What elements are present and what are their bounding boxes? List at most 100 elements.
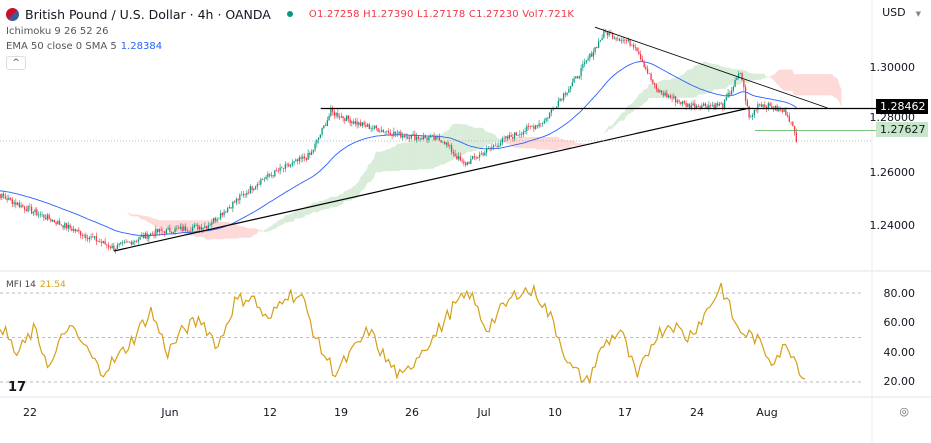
candle-body bbox=[72, 229, 75, 231]
candle-body bbox=[769, 103, 771, 107]
candle-body bbox=[307, 153, 309, 160]
ichimoku-cloud-segment bbox=[536, 136, 539, 150]
candle-body bbox=[60, 224, 62, 226]
ichimoku-cloud-segment bbox=[605, 128, 607, 133]
ichimoku-cloud-segment bbox=[491, 132, 494, 144]
candle-body bbox=[407, 136, 409, 139]
candle-body bbox=[699, 106, 701, 109]
candle-body bbox=[218, 218, 220, 220]
ichimoku-cloud-segment bbox=[267, 226, 270, 232]
ichimoku-legend[interactable]: Ichimoku 9 26 52 26 bbox=[6, 26, 109, 37]
ichimoku-cloud-segment bbox=[249, 228, 252, 238]
candle-body bbox=[659, 90, 661, 93]
ichimoku-cloud-segment bbox=[717, 64, 719, 90]
ichimoku-cloud-segment bbox=[407, 142, 410, 171]
ichimoku-cloud-segment bbox=[351, 186, 354, 201]
ichimoku-cloud-segment bbox=[134, 214, 137, 217]
ichimoku-cloud-segment bbox=[783, 69, 786, 91]
candle-body bbox=[744, 87, 747, 101]
candle-body bbox=[449, 145, 451, 146]
candle-body bbox=[363, 122, 365, 125]
candle-body bbox=[673, 96, 675, 99]
candle-body bbox=[722, 103, 724, 108]
candle-body bbox=[676, 100, 678, 103]
candle-body bbox=[233, 201, 236, 203]
candle-body bbox=[183, 226, 185, 231]
settings-icon[interactable]: ◎ bbox=[899, 405, 909, 418]
ichimoku-cloud-segment bbox=[668, 79, 670, 98]
candle-body bbox=[50, 219, 52, 222]
ichimoku-cloud-segment bbox=[319, 200, 322, 211]
ichimoku-cloud-segment bbox=[293, 209, 296, 222]
candle-body bbox=[592, 51, 594, 57]
candle-body bbox=[244, 193, 246, 195]
candle-body bbox=[520, 134, 523, 135]
candle-body bbox=[750, 116, 752, 118]
ichimoku-cloud-segment bbox=[699, 62, 702, 95]
ichimoku-cloud-segment bbox=[398, 143, 401, 172]
tradingview-logo[interactable]: 17 bbox=[8, 380, 27, 395]
candle-body bbox=[186, 230, 188, 232]
ema-legend[interactable]: EMA 50 close 0 SMA 5 1.28384 bbox=[6, 41, 574, 52]
ichimoku-cloud-segment bbox=[342, 191, 345, 205]
candle-body bbox=[198, 226, 201, 230]
candle-body bbox=[277, 170, 279, 172]
ichimoku-cloud-segment bbox=[603, 131, 606, 134]
ichimoku-cloud-segment bbox=[837, 79, 840, 103]
candle-body bbox=[303, 156, 306, 159]
candle-body bbox=[253, 188, 255, 191]
candle-body bbox=[533, 126, 535, 129]
mfi-axis-label: 60.00 bbox=[883, 316, 916, 329]
ichimoku-cloud-segment bbox=[279, 218, 282, 227]
currency-selector[interactable]: USD ▼ bbox=[882, 6, 921, 19]
candle-body bbox=[615, 37, 617, 40]
ichimoku-cloud-segment bbox=[561, 139, 564, 149]
ichimoku-cloud-segment bbox=[171, 220, 173, 233]
candle-body bbox=[102, 241, 104, 243]
candle-body bbox=[27, 206, 29, 212]
symbol-title[interactable]: British Pound / U.S. Dollar · 4h · OANDA bbox=[25, 6, 271, 22]
ema-50-line bbox=[0, 61, 797, 236]
candle-body bbox=[435, 136, 437, 140]
collapse-legend-button[interactable]: ^ bbox=[6, 56, 26, 70]
candle-body bbox=[641, 59, 643, 62]
ichimoku-cloud-segment bbox=[370, 160, 373, 183]
close-value: C1.27230 bbox=[468, 8, 519, 20]
candle-body bbox=[697, 105, 699, 107]
ichimoku-cloud-segment bbox=[241, 226, 243, 238]
candle-body bbox=[386, 131, 388, 132]
candle-body bbox=[249, 186, 251, 194]
candle-body bbox=[204, 226, 206, 228]
candle-body bbox=[678, 100, 680, 102]
candle-body bbox=[39, 214, 41, 216]
candle-body bbox=[491, 147, 493, 149]
ichimoku-cloud-segment bbox=[270, 224, 273, 232]
candle-body bbox=[547, 117, 549, 119]
candle-body bbox=[538, 123, 540, 127]
candle-body bbox=[69, 224, 71, 229]
candle-body bbox=[97, 241, 99, 242]
candle-body bbox=[16, 202, 19, 205]
ichimoku-cloud-segment bbox=[599, 135, 602, 137]
candle-body bbox=[95, 236, 97, 242]
time-axis-label: Aug bbox=[756, 406, 778, 419]
candle-body bbox=[387, 131, 390, 133]
candle-body bbox=[153, 233, 155, 236]
ichimoku-cloud-segment bbox=[325, 199, 327, 210]
ichimoku-cloud-segment bbox=[244, 226, 247, 238]
ichimoku-cloud-segment bbox=[227, 222, 229, 239]
candle-body bbox=[377, 128, 379, 132]
candle-body bbox=[410, 134, 412, 139]
ichimoku-cloud-segment bbox=[759, 73, 761, 80]
mfi-legend[interactable]: MFI 14 21.54 bbox=[6, 280, 66, 290]
horizontal-line-price-tag: 1.28462 bbox=[876, 99, 928, 114]
candle-body bbox=[118, 243, 120, 246]
ichimoku-cloud-segment bbox=[722, 66, 725, 89]
ichimoku-cloud-segment bbox=[265, 228, 268, 232]
candle-body bbox=[597, 41, 600, 48]
ichimoku-cloud-segment bbox=[557, 136, 560, 151]
ichimoku-cloud-segment bbox=[391, 146, 394, 172]
candle-body bbox=[522, 131, 524, 135]
ichimoku-cloud-segment bbox=[498, 138, 501, 143]
